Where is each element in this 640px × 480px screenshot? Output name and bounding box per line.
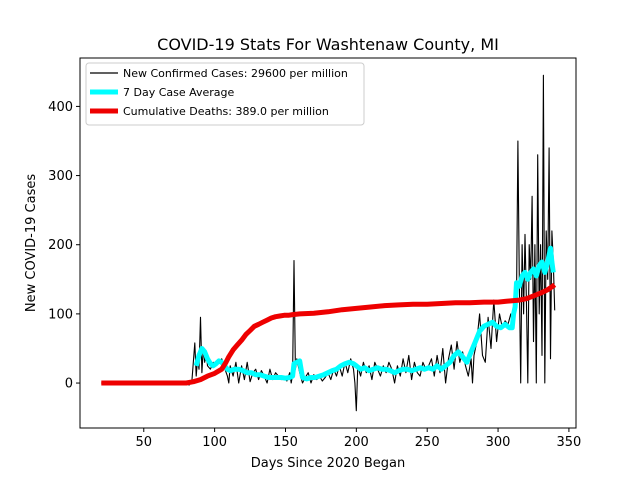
y-tick-label: 400	[48, 100, 73, 115]
y-axis-label: New COVID-19 Cases	[24, 174, 39, 312]
plot-frame	[79, 57, 577, 429]
y-tick-label: 100	[48, 307, 73, 322]
y-tick-label: 300	[48, 169, 73, 184]
y-tick-label: 0	[65, 377, 73, 392]
series-layer	[101, 74, 557, 412]
x-axis: 50 100 150 200 250 300 350	[135, 428, 581, 450]
x-tick-label: 50	[135, 435, 152, 450]
legend-label-7-day-average: 7 Day Case Average	[123, 86, 235, 99]
legend-label-cumulative-deaths: Cumulative Deaths: 389.0 per million	[123, 105, 329, 118]
legend-box	[85, 62, 365, 126]
series-line-new-cases	[101, 74, 556, 412]
x-tick-label: 200	[344, 435, 369, 450]
series-line-cumulative-deaths	[101, 282, 557, 386]
legend: New Confirmed Cases: 29600 per million 7…	[85, 62, 365, 126]
legend-label-new-cases: New Confirmed Cases: 29600 per million	[123, 67, 348, 80]
x-axis-label: Days Since 2020 Began	[251, 456, 406, 471]
y-tick-label: 200	[48, 238, 73, 253]
x-tick-label: 350	[557, 435, 582, 450]
series-line-7-day-average	[193, 245, 556, 382]
x-tick-label: 300	[486, 435, 511, 450]
y-axis: 0 100 200 300 400	[48, 100, 80, 392]
x-tick-label: 100	[202, 435, 227, 450]
x-tick-label: 250	[415, 435, 440, 450]
chart-title: COVID-19 Stats For Washtenaw County, MI	[157, 35, 499, 54]
x-tick-label: 150	[273, 435, 298, 450]
